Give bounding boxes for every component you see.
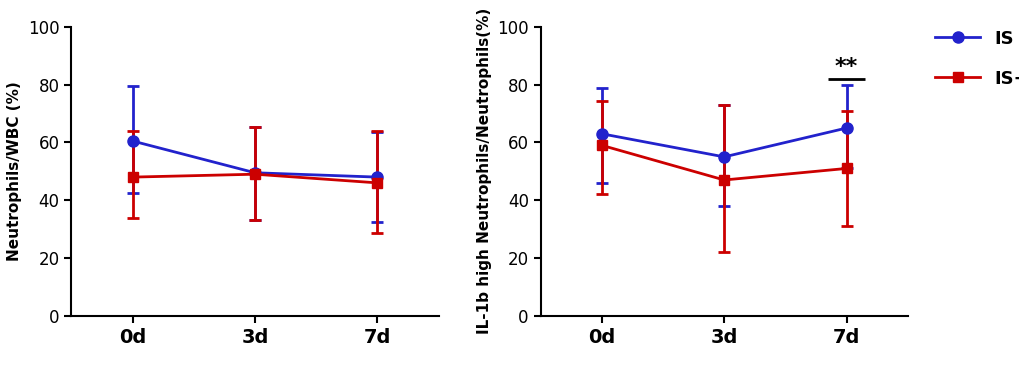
Y-axis label: IL-1b high Neutrophils/Neutrophils(%): IL-1b high Neutrophils/Neutrophils(%) [476, 8, 491, 335]
Legend: IS, IS+RIPostC: IS, IS+RIPostC [934, 30, 1019, 89]
Text: **: ** [835, 57, 857, 77]
Y-axis label: Neutrophils/WBC (%): Neutrophils/WBC (%) [7, 82, 22, 261]
